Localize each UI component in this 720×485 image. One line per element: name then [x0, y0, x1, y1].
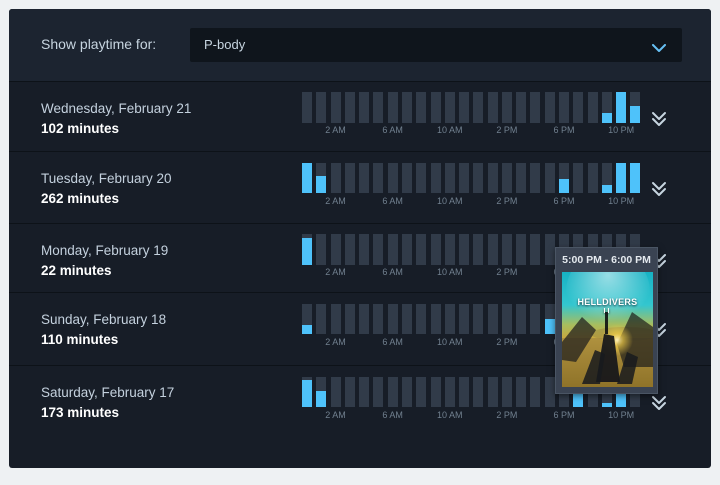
svg-text:HELLDIVERS: HELLDIVERS: [577, 297, 637, 307]
svg-text:II: II: [604, 308, 612, 315]
